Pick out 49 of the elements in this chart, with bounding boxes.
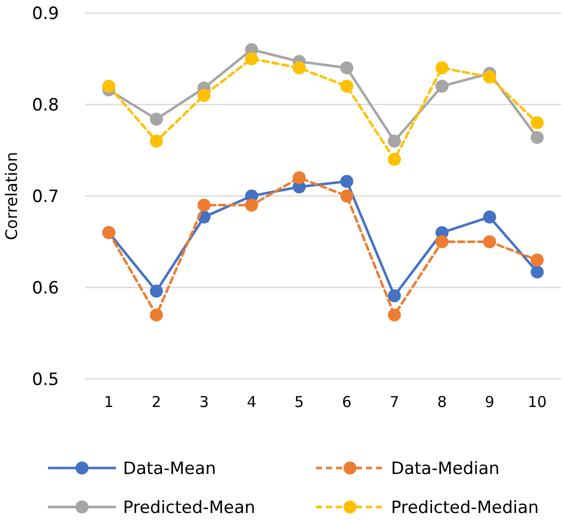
point: [388, 289, 401, 302]
point: [102, 80, 116, 93]
point: [530, 116, 544, 130]
x-tick-label: 7: [390, 393, 400, 411]
x-tick-label: 2: [152, 393, 162, 411]
point: [245, 52, 258, 66]
point: [436, 80, 448, 93]
point: [150, 112, 163, 126]
point: [530, 254, 544, 267]
point: [436, 235, 448, 248]
point: [340, 80, 354, 93]
legend-label: Predicted-Mean: [123, 498, 256, 518]
point: [150, 284, 163, 298]
legend-label: Data-Median: [391, 458, 500, 479]
point: [483, 70, 496, 84]
x-tick-label: 8: [437, 393, 447, 411]
point: [292, 171, 306, 184]
x-tick-label: 4: [246, 393, 256, 411]
point: [483, 210, 496, 224]
point: [530, 265, 544, 278]
point: [436, 61, 448, 74]
y-tick-label: 0.7: [32, 186, 59, 207]
y-tick-label: 0.8: [32, 95, 59, 116]
point: [292, 61, 306, 74]
point: [150, 134, 163, 148]
point: [150, 308, 163, 322]
point: [530, 130, 544, 144]
point: [198, 198, 210, 212]
point: [388, 134, 401, 148]
y-tick-label: 0.6: [32, 278, 59, 298]
legend-label: Data-Mean: [123, 458, 216, 479]
x-tick-label: 5: [294, 393, 304, 411]
point: [245, 198, 258, 212]
x-tick-label: 6: [342, 393, 352, 411]
point: [340, 190, 354, 202]
y-tick-label: 0.9: [32, 4, 59, 24]
point: [483, 235, 496, 248]
x-tick-label: 9: [484, 393, 494, 411]
point: [388, 152, 401, 166]
x-tick-label: 10: [528, 393, 547, 411]
point: [340, 174, 354, 188]
legend-label: Predicted-Median: [391, 498, 539, 518]
x-tick-label: 1: [104, 393, 114, 411]
x-tick-label: 3: [199, 393, 209, 411]
point: [340, 61, 354, 74]
y-axis-title: Correlation: [2, 152, 21, 240]
point: [388, 308, 401, 322]
y-tick-label: 0.5: [32, 370, 59, 390]
point: [198, 88, 210, 102]
